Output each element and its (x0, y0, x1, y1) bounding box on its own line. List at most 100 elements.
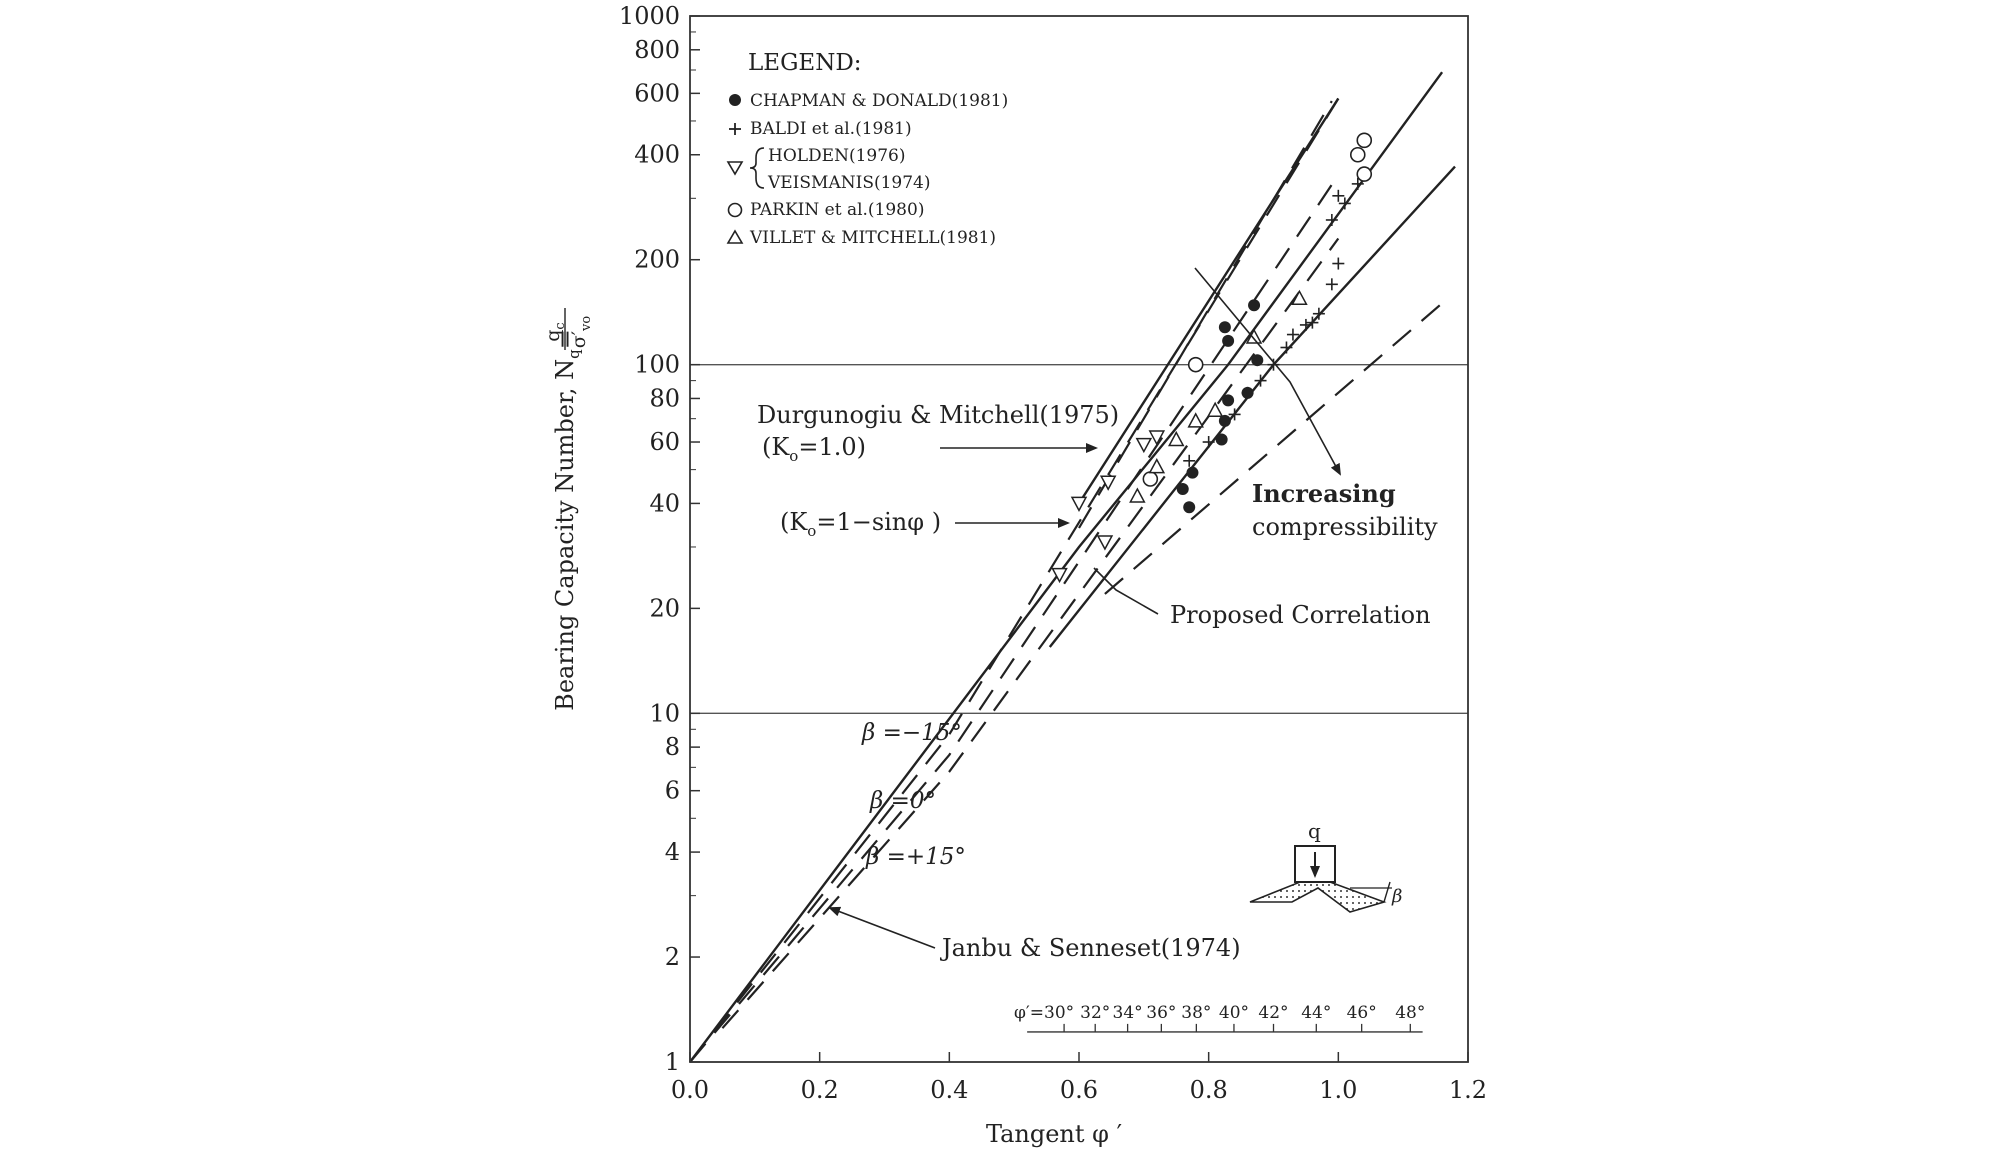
y-tick-label: 8 (665, 733, 680, 761)
footing-q-label: q (1308, 819, 1321, 843)
legend-entry-veismanis: VEISMANIS(1974) (767, 173, 931, 193)
data-points (1051, 132, 1373, 584)
legend-marker-filled-circle (729, 94, 741, 106)
svg-text:σ′vo: σ′vo (568, 316, 594, 349)
correlation-line-2 (689, 174, 1340, 1063)
footing-diagram: q β (1249, 819, 1402, 913)
point-filled-circle (1215, 433, 1228, 446)
point-triangle-down (1051, 567, 1068, 584)
x-tick-label: 0.4 (930, 1076, 968, 1104)
point-triangle-down (1135, 437, 1153, 454)
point-triangle-up (1167, 430, 1185, 447)
failure-wedge (1249, 881, 1387, 913)
point-plus (1241, 386, 1254, 399)
point-triangle-up (1187, 412, 1204, 428)
point-plus (1228, 408, 1241, 421)
point-filled-circle (1248, 299, 1261, 312)
svg-text:Bearing Capacity Number, Nq=: Bearing Capacity Number, Nq= (551, 329, 583, 711)
legend-entry-parkin: PARKIN et al.(1980) (750, 200, 924, 220)
point-filled-circle (1186, 466, 1199, 479)
legend-marker-open-circle (727, 202, 743, 218)
y-tick-label: 200 (634, 246, 680, 274)
point-triangle-up (1245, 328, 1263, 344)
phi-scale: φ′=30° 32° 34° 36° 38° 40° 42° 44° 46° 48° (1014, 1003, 1425, 1033)
y-tick-label: 600 (634, 79, 680, 107)
point-open-circle (1142, 471, 1159, 487)
phi-tick-label: 36° (1146, 1003, 1176, 1023)
point-plus (1351, 177, 1364, 190)
phi-tick-label: 34° (1113, 1003, 1143, 1023)
point-open-circle (1356, 166, 1373, 182)
point-plus (1325, 213, 1338, 226)
y-axis-den-sub: vo (579, 316, 594, 332)
legend-entry-chapman: CHAPMAN & DONALD(1981) (750, 91, 1008, 111)
point-open-circle (1349, 146, 1366, 163)
y-tick-label: 60 (649, 428, 680, 456)
point-open-circle (1356, 132, 1373, 149)
x-tick-label: 0.8 (1190, 1076, 1228, 1104)
point-filled-circle (1222, 334, 1235, 347)
legend-marker-triangle-up (726, 229, 744, 244)
point-triangle-down (1070, 496, 1088, 512)
arrow-proposed (1093, 567, 1159, 615)
y-tick-label: 20 (649, 594, 680, 622)
y-tick-label: 40 (649, 489, 680, 517)
x-tick-label: 0.6 (1060, 1076, 1098, 1104)
phi-tick-label: 38° (1181, 1003, 1211, 1023)
point-plus (1254, 374, 1267, 387)
point-plus (1306, 316, 1319, 329)
y-tick-label: 4 (665, 838, 680, 866)
annotation-janbu: Janbu & Senneset(1974) (939, 934, 1241, 962)
y-axis-den: σ′ (568, 331, 590, 348)
y-axis-num: q (542, 330, 564, 342)
point-plus (1286, 328, 1299, 341)
annotation-k0-1: (Ko=1.0) (762, 433, 866, 465)
x-tick-label: 0.0 (671, 1076, 709, 1104)
point-plus (1183, 454, 1196, 467)
y-tick-label: 100 (634, 351, 680, 379)
point-plus (1332, 189, 1345, 202)
y-axis-label-main: Bearing Capacity Number, N (551, 359, 579, 711)
arrow-janbu (828, 906, 936, 949)
legend-marker-plus (729, 123, 741, 135)
point-filled-circle (1218, 414, 1231, 427)
x-axis-label: Tangent φ ′ (986, 1120, 1122, 1148)
annotation-k0-sin: (Ko=1−sinφ ) (780, 508, 941, 540)
point-filled-circle (1218, 321, 1231, 334)
axis-ticks: 0.0 0.2 0.4 0.6 0.8 1.0 1.2 1 2 4 6 8 10 20 40 60 80 100 2… (619, 2, 1487, 1104)
point-filled-circle (1251, 354, 1264, 367)
legend-brace (749, 147, 765, 189)
legend-title: LEGEND: (748, 50, 862, 76)
point-filled-circle (1222, 394, 1235, 407)
point-triangle-up (1148, 458, 1166, 474)
y-tick-label: 1000 (619, 2, 680, 30)
correlation-line-8 (1077, 97, 1340, 505)
point-triangle-down (1099, 475, 1117, 491)
y-tick-label: 1 (665, 1048, 680, 1076)
phi-tick-label: 40° (1219, 1003, 1249, 1023)
point-plus (1267, 358, 1280, 371)
correlation-line-1 (689, 97, 1340, 1063)
point-filled-circle (1183, 501, 1196, 514)
point-plus (1325, 278, 1338, 291)
annotation-proposed: Proposed Correlation (1170, 601, 1431, 629)
point-triangle-down (1096, 535, 1114, 551)
y-tick-label: 2 (665, 943, 680, 971)
phi-tick-label: 44° (1301, 1003, 1331, 1023)
y-axis-num-sub: c (553, 322, 568, 329)
point-plus (1280, 341, 1293, 354)
y-axis-label-sub: q (565, 349, 583, 359)
y-tick-label: 80 (649, 384, 680, 412)
point-triangle-up (1206, 401, 1224, 418)
y-tick-label: 800 (634, 36, 680, 64)
phi-tick-label: 42° (1258, 1003, 1288, 1023)
legend-entry-villet: VILLET & MITCHELL(1981) (749, 228, 996, 248)
point-triangle-up (1129, 487, 1146, 503)
x-tick-label: 0.2 (801, 1076, 839, 1104)
point-plus (1332, 257, 1345, 270)
phi-tick-label: 32° (1080, 1003, 1110, 1023)
arrow-increasing (1194, 267, 1341, 476)
correlation-lines (689, 71, 1456, 1063)
correlation-line-6 (689, 71, 1444, 1063)
